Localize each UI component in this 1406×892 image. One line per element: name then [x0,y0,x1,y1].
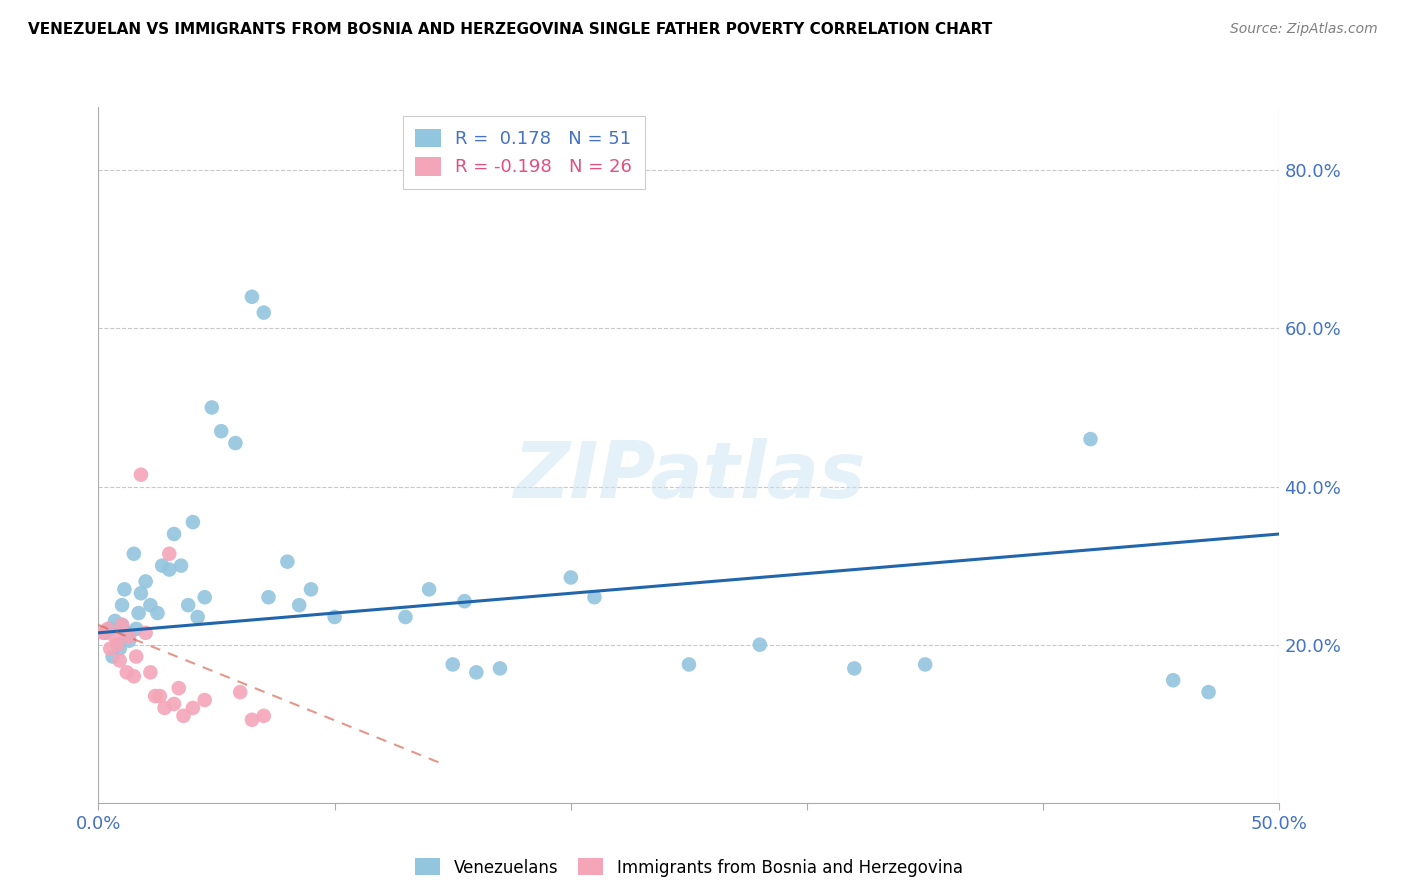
Point [157,563,180,577]
Point [105,638,128,652]
Point [125,622,148,636]
Point [229,685,252,699]
Point [394,610,416,624]
Point [583,591,606,605]
Point [240,713,263,727]
Point [94,625,117,640]
Point [678,657,700,672]
Point [104,614,127,628]
Point [453,594,475,608]
Text: ZIPatlas: ZIPatlas [513,438,865,514]
Point [115,625,138,640]
Point [224,436,246,450]
Point [139,598,162,612]
Point [128,606,150,620]
Point [122,669,145,683]
Point [181,515,204,529]
Point [115,665,138,680]
Point [914,657,936,672]
Point [108,641,131,656]
Point [276,555,298,569]
Point [101,649,124,664]
Point [111,618,134,632]
Text: Source: ZipAtlas.com: Source: ZipAtlas.com [1230,22,1378,37]
Point [139,665,162,680]
Point [91,625,114,640]
Point [299,582,322,597]
Point [149,689,172,703]
Point [135,625,157,640]
Point [97,622,120,636]
Point [111,618,134,632]
Point [135,574,157,589]
Point [167,681,190,695]
Point [108,653,131,667]
Point [844,661,866,675]
Point [209,424,232,438]
Point [194,693,217,707]
Point [323,610,346,624]
Point [1198,685,1220,699]
Point [201,401,224,415]
Point [104,630,127,644]
Point [163,697,186,711]
Point [105,638,128,652]
Point [150,558,173,573]
Point [181,701,204,715]
Point [441,657,464,672]
Point [187,610,209,624]
Point [1080,432,1102,446]
Point [253,708,276,723]
Point [98,641,121,656]
Point [157,547,180,561]
Point [465,665,488,680]
Point [288,598,311,612]
Point [143,689,166,703]
Point [122,547,145,561]
Point [560,570,582,584]
Legend: Venezuelans, Immigrants from Bosnia and Herzegovina: Venezuelans, Immigrants from Bosnia and … [406,850,972,885]
Point [98,622,121,636]
Point [194,591,217,605]
Point [111,598,134,612]
Point [125,649,148,664]
Point [172,708,194,723]
Point [170,558,193,573]
Point [118,630,141,644]
Point [748,638,770,652]
Point [129,586,152,600]
Point [418,582,440,597]
Point [240,290,263,304]
Point [177,598,200,612]
Point [253,305,276,319]
Point [163,527,186,541]
Text: VENEZUELAN VS IMMIGRANTS FROM BOSNIA AND HERZEGOVINA SINGLE FATHER POVERTY CORRE: VENEZUELAN VS IMMIGRANTS FROM BOSNIA AND… [28,22,993,37]
Point [129,467,152,482]
Point [153,701,176,715]
Point [257,591,280,605]
Point [1161,673,1184,688]
Point [146,606,169,620]
Point [118,633,141,648]
Point [112,582,135,597]
Point [489,661,512,675]
